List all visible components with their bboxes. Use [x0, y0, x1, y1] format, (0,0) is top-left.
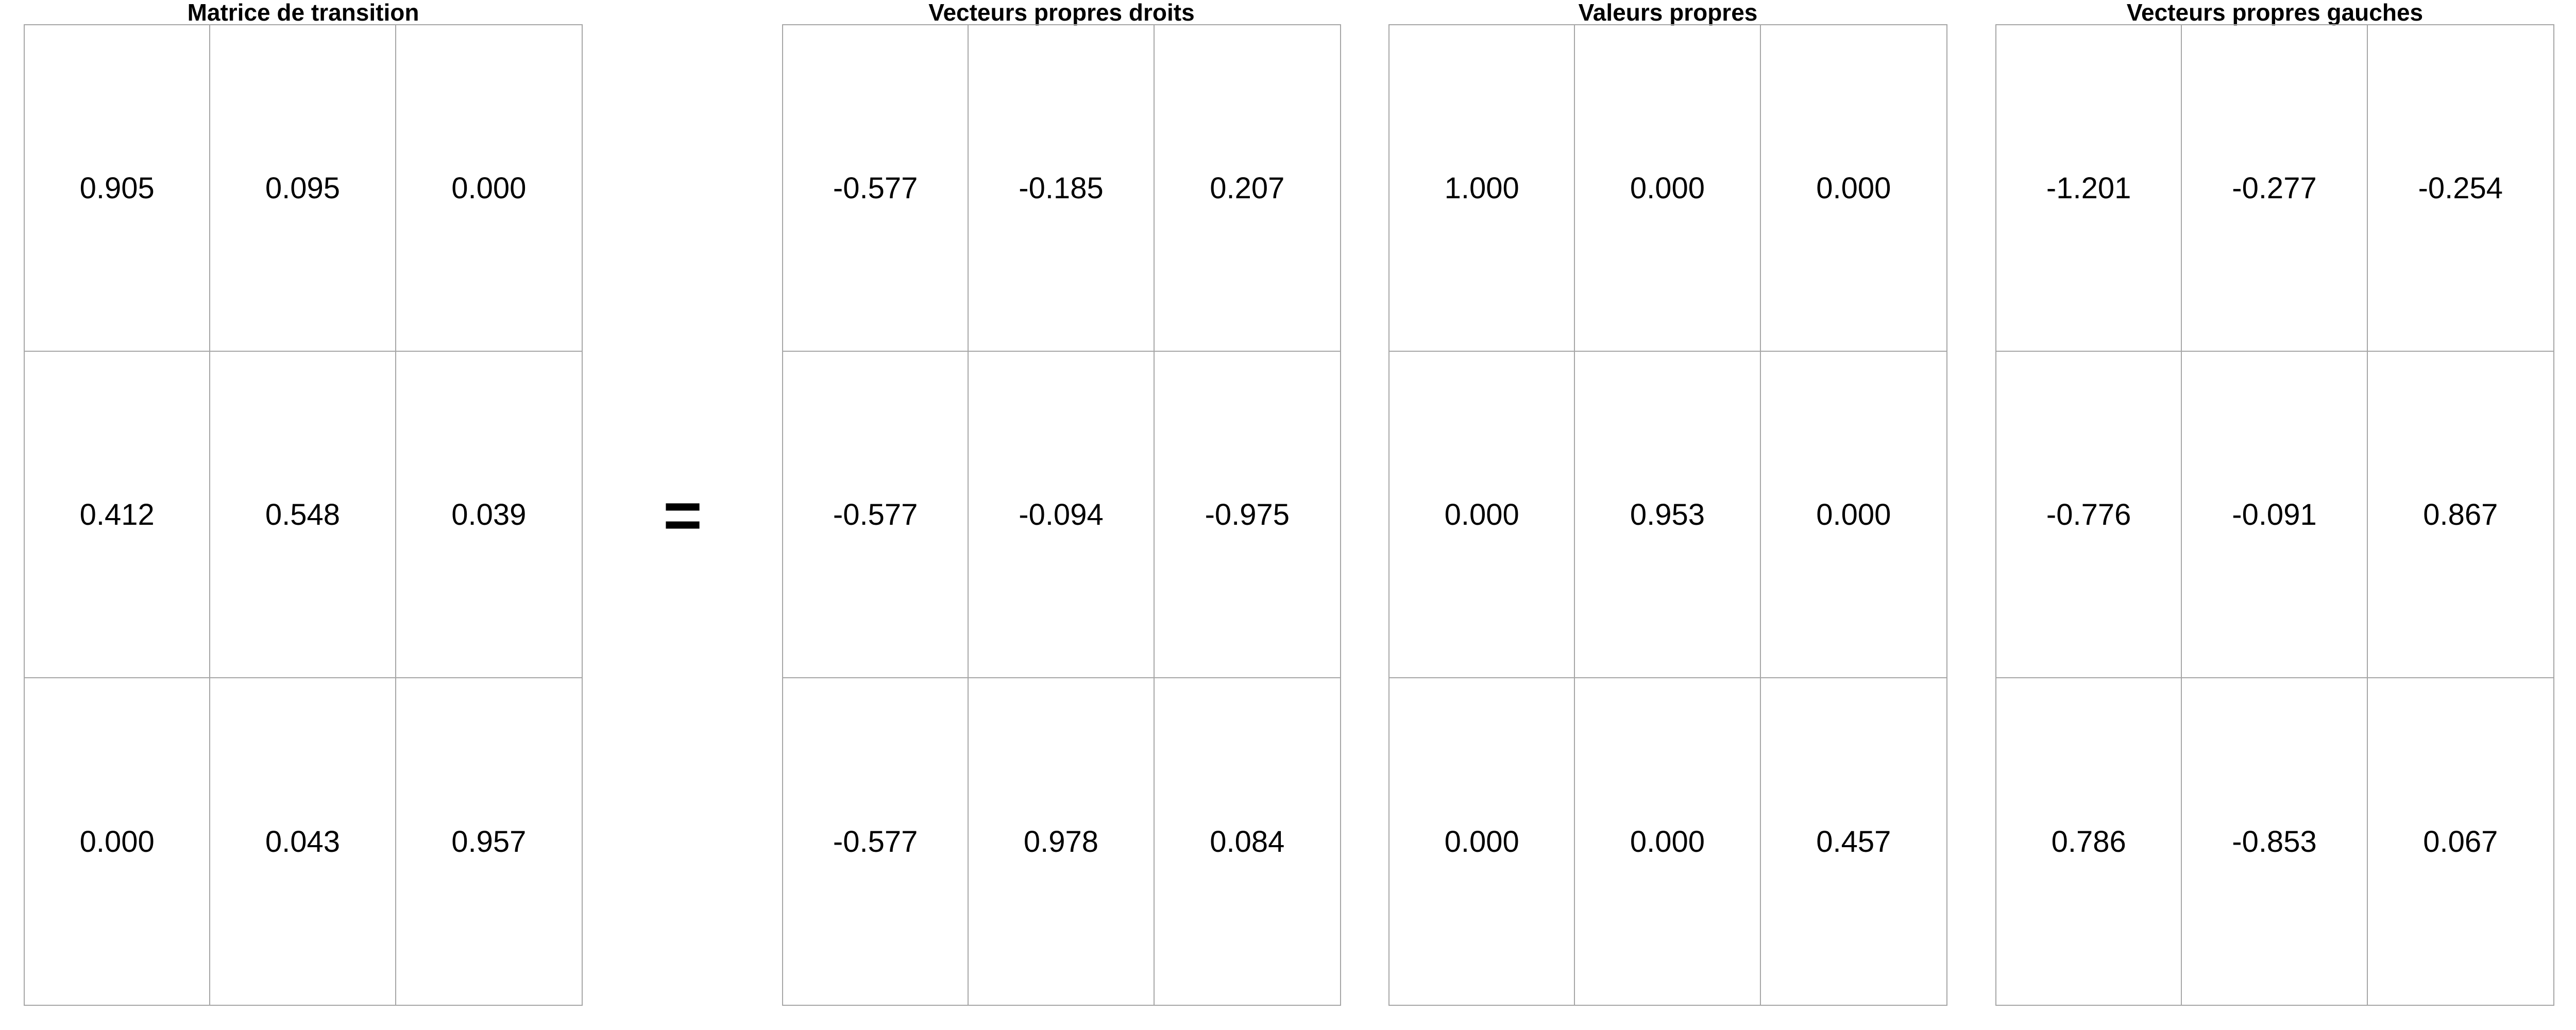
matrix-cell: 0.039: [396, 352, 582, 678]
matrix-cell: -0.577: [783, 678, 969, 1005]
matrix-cell: 0.905: [25, 25, 211, 352]
matrix-cell: 0.067: [2423, 825, 2498, 859]
matrix-cell: 0.412: [25, 352, 211, 678]
matrix-cell: 0.548: [210, 352, 396, 678]
matrix-cell: 0.978: [969, 678, 1155, 1005]
eigenvalues-matrix: 1.000 0.000 0.000 0.000 0.953 0.000 0.00…: [1388, 24, 1947, 1006]
matrix-cell: 0.000: [1575, 25, 1761, 352]
matrix-cell: -0.185: [969, 25, 1155, 352]
matrix-cell: -0.975: [1154, 352, 1340, 678]
eigenvalues-panel: Valeurs propres 1.000 0.000 0.000 0.000 …: [1388, 0, 1947, 1030]
matrix-cell: 0.000: [1389, 352, 1575, 678]
matrix-cell: 0.084: [1210, 825, 1285, 859]
right-eigenvectors-panel: Vecteurs propres droits -0.577 -0.185 0.…: [782, 0, 1341, 1030]
equals-sign: =: [663, 477, 702, 553]
matrix-cell: 0.000: [25, 678, 211, 1005]
matrix-cell: 0.000: [396, 25, 582, 352]
matrix-cell: -0.577: [783, 25, 969, 352]
matrix-cell: 0.867: [2367, 352, 2553, 678]
right-eigenvectors-title: Vecteurs propres droits: [928, 0, 1195, 26]
left-eigenvectors-title: Vecteurs propres gauches: [2126, 0, 2424, 26]
matrix-cell: -0.254: [2367, 25, 2553, 352]
matrix-cell: 0.000: [1760, 25, 1946, 352]
matrix-cell: 0.000: [1389, 678, 1575, 1005]
matrix-cell: -0.853: [2182, 678, 2368, 1005]
left-eigenvectors-matrix: -1.201 -0.277 -0.254 -0.776 -0.091 0.867…: [1995, 24, 2554, 1006]
matrix-cell: -0.091: [2182, 352, 2368, 678]
matrix-cell: 0.457: [1816, 825, 1891, 859]
matrix-cell: -1.201: [1996, 25, 2182, 352]
matrix-cell: 0.207: [1154, 25, 1340, 352]
matrix-cell: -0.094: [969, 352, 1155, 678]
left-eigenvectors-panel: Vecteurs propres gauches -1.201 -0.277 -…: [1995, 0, 2554, 1030]
matrix-cell: 0.786: [1996, 678, 2182, 1005]
transition-matrix-panel: Matrice de transition 0.905 0.095 0.000 …: [24, 0, 583, 1030]
transition-matrix: 0.905 0.095 0.000 0.412 0.548 0.039 0.00…: [24, 24, 583, 1006]
matrix-cell: -0.776: [1996, 352, 2182, 678]
transition-matrix-title: Matrice de transition: [187, 0, 419, 26]
matrix-cell: 0.095: [210, 25, 396, 352]
matrix-cell: 0.043: [210, 678, 396, 1005]
matrix-cell: 0.000: [1760, 352, 1946, 678]
eigenvalues-title: Valeurs propres: [1578, 0, 1758, 26]
matrix-cell: -0.277: [2182, 25, 2368, 352]
matrix-cell: -0.577: [783, 352, 969, 678]
matrix-cell: 0.953: [1575, 352, 1761, 678]
matrix-cell: 0.957: [451, 825, 527, 859]
matrix-cell: 1.000: [1389, 25, 1575, 352]
matrix-cell: 0.000: [1575, 678, 1761, 1005]
right-eigenvectors-matrix: -0.577 -0.185 0.207 -0.577 -0.094 -0.975…: [782, 24, 1341, 1006]
